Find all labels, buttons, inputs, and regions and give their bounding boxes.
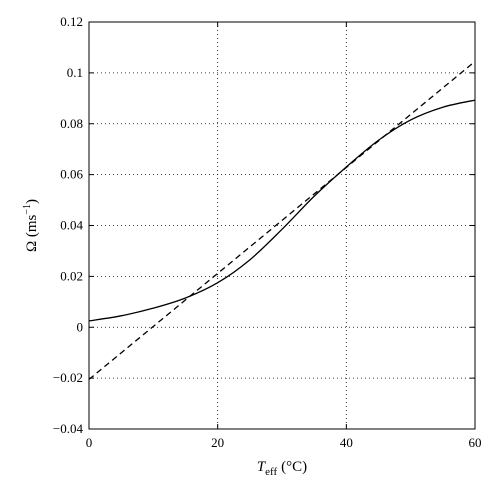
y-axis-label-main: Ω (ms bbox=[24, 214, 40, 252]
axis-ticks bbox=[88, 21, 476, 430]
y-tick-label: 0.12 bbox=[60, 14, 83, 29]
series-solid-line bbox=[88, 99, 476, 322]
y-axis-label-sup: −1 bbox=[22, 204, 33, 215]
y-tick-label: 0.08 bbox=[60, 116, 83, 131]
x-axis-label-sub: eff bbox=[265, 466, 277, 478]
grid-lines bbox=[89, 22, 475, 429]
series-dashed-line bbox=[88, 60, 476, 380]
y-axis-label-close: ) bbox=[24, 199, 40, 204]
y-tick-label: 0.06 bbox=[60, 167, 83, 182]
y-tick-label: 0.04 bbox=[60, 218, 83, 233]
x-axis-label: Teff (°C) bbox=[257, 459, 307, 478]
y-tick-label: 0.02 bbox=[60, 268, 83, 283]
x-axis-label-main: T bbox=[257, 459, 267, 475]
y-tick-labels: −0.04 −0.02 0 0.02 0.04 0.06 0.08 0.1 0.12 bbox=[53, 14, 84, 436]
x-tick-label: 20 bbox=[211, 435, 224, 450]
x-tick-labels: 0 20 40 60 bbox=[86, 435, 482, 450]
x-axis-label-unit: (°C) bbox=[281, 459, 307, 475]
y-axis-label: Ω (ms−1) bbox=[22, 199, 40, 252]
y-tick-label: −0.02 bbox=[53, 370, 83, 385]
y-tick-label: −0.04 bbox=[53, 421, 84, 436]
x-tick-label: 60 bbox=[469, 435, 482, 450]
series-group bbox=[88, 60, 476, 380]
y-tick-label: 0 bbox=[77, 319, 84, 334]
x-tick-label: 40 bbox=[340, 435, 353, 450]
y-tick-label: 0.1 bbox=[67, 65, 83, 80]
x-tick-label: 0 bbox=[86, 435, 93, 450]
